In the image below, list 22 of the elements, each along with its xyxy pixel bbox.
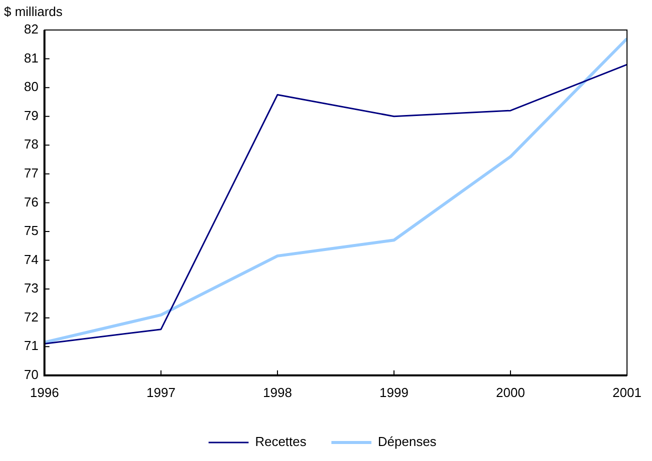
legend-label: Recettes (255, 434, 307, 450)
y-tick-label: 80 (24, 79, 38, 94)
x-tick-label: 1998 (263, 384, 292, 400)
y-tick-label: 74 (24, 252, 38, 267)
y-tick-label: 75 (24, 223, 38, 238)
y-tick-label: 78 (24, 136, 38, 152)
y-tick-label: 73 (24, 280, 38, 296)
y-tick-label: 70 (24, 366, 38, 382)
y-tick-label: 77 (24, 165, 38, 180)
x-tick-label: 2000 (496, 384, 525, 400)
y-tick-label: 76 (24, 194, 38, 210)
y-tick-label: 81 (24, 50, 38, 66)
y-tick-label: 72 (24, 309, 38, 324)
legend-label: Dépenses (378, 434, 437, 450)
y-tick-label: 71 (24, 338, 38, 354)
x-tick-label: 1997 (146, 384, 176, 400)
x-tick-label: 2001 (612, 384, 642, 400)
y-axis-title: $ milliards (4, 4, 63, 19)
y-tick-label: 79 (24, 108, 38, 123)
x-tick-label: 1999 (380, 384, 408, 400)
x-tick-label: 1996 (30, 384, 59, 400)
y-tick-label: 82 (24, 22, 38, 37)
